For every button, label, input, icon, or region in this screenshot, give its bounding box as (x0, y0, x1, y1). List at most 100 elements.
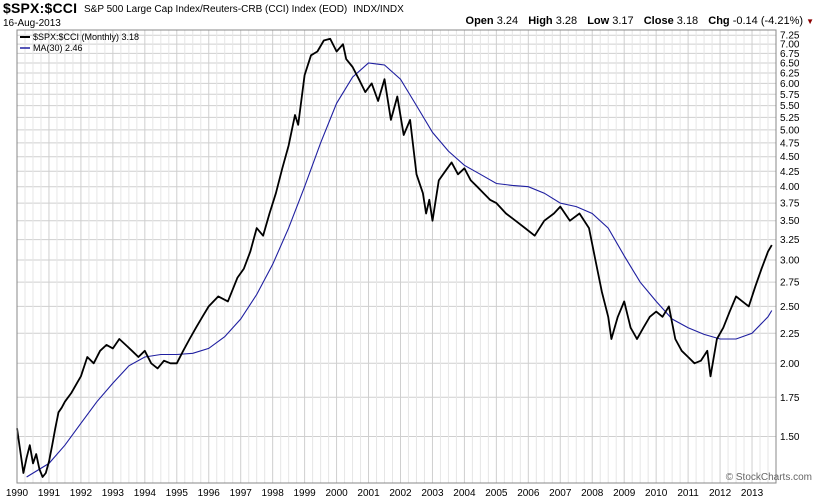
price-point (700, 360, 702, 362)
price-point (543, 220, 545, 222)
open-value: 3.24 (496, 15, 519, 27)
x-tick-label: 2000 (325, 488, 348, 499)
price-point (256, 227, 258, 229)
price-point (687, 356, 689, 358)
price-point (694, 362, 696, 364)
price-point (505, 213, 507, 215)
price-point (64, 401, 66, 403)
price-point (22, 472, 24, 474)
price-point (42, 476, 44, 478)
x-tick-label: 1993 (102, 488, 125, 499)
price-point (195, 327, 197, 329)
price-point (729, 311, 731, 313)
price-point (227, 300, 229, 302)
price-point (754, 286, 756, 288)
y-tick-label: 6.25 (780, 69, 800, 80)
ma30-series-line (26, 62, 773, 478)
price-point (48, 461, 50, 463)
y-tick-label: 5.75 (780, 90, 800, 101)
x-tick-label: 1992 (70, 488, 93, 499)
exchange-label: INDX/INDX (353, 4, 404, 15)
legend-price-label: $SPX:$CCI (Monthly) 3.18 (33, 32, 139, 42)
symbol-description: S&P 500 Large Cap Index/Reuters-CRB (CCI… (84, 4, 404, 15)
price-point (722, 327, 724, 329)
price-point (294, 114, 296, 116)
price-point (19, 450, 21, 452)
price-point (588, 227, 590, 229)
y-tick-label: 6.00 (780, 79, 800, 90)
price-point (614, 327, 616, 329)
price-point (316, 51, 318, 53)
price-point (748, 305, 750, 307)
price-point (336, 51, 338, 53)
x-tick-label: 2003 (421, 488, 444, 499)
price-point (524, 227, 526, 229)
price-point (176, 362, 178, 364)
symbol-title: $SPX:$CCI (3, 0, 78, 16)
price-point (767, 251, 769, 253)
y-tick-label: 6.50 (780, 59, 800, 70)
price-point (403, 134, 405, 136)
y-tick-label: 7.00 (780, 40, 800, 51)
plot-frame (16, 29, 777, 484)
price-point (112, 347, 114, 349)
price-point (125, 344, 127, 346)
y-tick-label: 6.75 (780, 49, 800, 60)
price-point (201, 316, 203, 318)
price-point (674, 338, 676, 340)
x-tick-label: 1997 (230, 488, 253, 499)
price-point (594, 259, 596, 261)
x-tick-label: 1999 (293, 488, 316, 499)
low-label: Low (587, 15, 610, 27)
y-tick-label: 5.00 (780, 125, 800, 136)
price-point (150, 362, 152, 364)
y-tick-label: 3.25 (780, 235, 800, 246)
y-tick-label: 2.75 (780, 278, 800, 289)
price-point (553, 213, 555, 215)
price-point (655, 311, 657, 313)
y-axis-ticks: 1.50 1.75 2.00 2.25 2.50 2.75 3.00 3.25 3.50 3.75… (780, 31, 800, 443)
open-label: Open (465, 15, 494, 27)
x-tick-label: 2013 (741, 488, 764, 499)
low-value: 3.17 (612, 15, 634, 27)
close-label: Close (643, 15, 674, 27)
x-tick-label: 2004 (453, 488, 476, 499)
price-point (630, 327, 632, 329)
x-tick-label: 1990 (6, 488, 29, 499)
price-point (463, 167, 465, 169)
price-point (163, 360, 165, 362)
price-point (610, 338, 612, 340)
price-point (396, 95, 398, 97)
price-point (26, 457, 28, 459)
price-point (364, 91, 366, 93)
price-point (345, 58, 347, 60)
high-value: 3.28 (555, 15, 578, 27)
x-tick-label: 2007 (549, 488, 572, 499)
price-point (623, 300, 625, 302)
price-point (716, 338, 718, 340)
y-tick-label: 3.00 (780, 255, 800, 266)
price-point (304, 74, 306, 76)
y-tick-label: 2.00 (780, 359, 800, 370)
price-point (735, 295, 737, 297)
price-point (569, 220, 571, 222)
price-point (377, 100, 379, 102)
x-tick-label: 1991 (38, 488, 61, 499)
price-point (323, 40, 325, 42)
price-point (249, 251, 251, 253)
price-point (182, 350, 184, 352)
price-point (706, 350, 708, 352)
description-text: S&P 500 Large Cap Index/Reuters-CRB (CCI… (84, 4, 348, 15)
x-tick-label: 1998 (262, 488, 285, 499)
ohlc-readout: Open 3.24 High 3.28 Low 3.17 Close 3.18 … (466, 15, 814, 27)
y-tick-label: 4.00 (780, 182, 800, 193)
y-tick-label: 1.50 (780, 432, 800, 443)
x-tick-label: 2005 (485, 488, 508, 499)
price-point (118, 338, 120, 340)
y-tick-label: 4.25 (780, 167, 800, 178)
price-point (93, 362, 95, 364)
price-point (268, 213, 270, 215)
change-label: Chg (708, 15, 730, 27)
x-tick-label: 2001 (357, 488, 380, 499)
